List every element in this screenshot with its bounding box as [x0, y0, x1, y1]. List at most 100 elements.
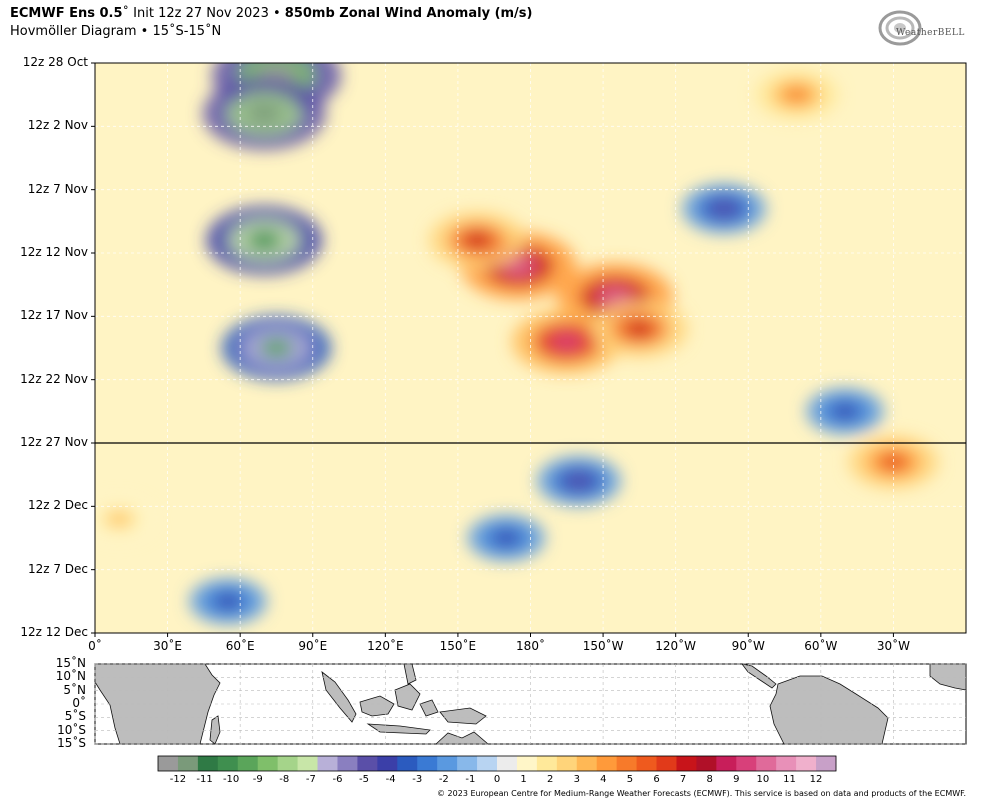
- colorbar-label: -1: [465, 774, 476, 785]
- colorbar-label: 0: [493, 774, 501, 785]
- anomaly-feature: [821, 397, 869, 426]
- colorbar-label: 2: [546, 774, 554, 785]
- australia-landmass: [434, 731, 490, 745]
- anomaly-feature: [580, 276, 650, 318]
- colorbar-frame: [157, 755, 837, 772]
- anomaly-feature: [511, 309, 622, 374]
- colorbar-swatch: [158, 756, 179, 771]
- colorbar-swatch: [736, 756, 757, 771]
- anomaly-feature: [227, 92, 302, 136]
- anomaly-feature: [462, 231, 492, 249]
- colorbar-swatch: [217, 756, 239, 771]
- anomaly-feature: [189, 578, 267, 625]
- anomaly-feature: [698, 193, 750, 224]
- colorbar-label: 7: [679, 774, 687, 785]
- colorbar-swatch: [536, 756, 558, 771]
- anomaly-feature: [448, 223, 507, 258]
- colorbar-swatch: [337, 756, 358, 771]
- colorbar-swatch: [596, 756, 618, 771]
- colorbar-swatch: [477, 756, 498, 771]
- colorbar-label: 5: [626, 774, 634, 785]
- field-background: [95, 63, 966, 633]
- x-tick-label: 150˚E: [439, 639, 477, 653]
- anomaly-feature: [460, 231, 577, 300]
- colorbar-label: 10: [756, 774, 770, 785]
- latitude-tick-label: 10˚N: [55, 669, 86, 684]
- colorbar-swatch: [417, 756, 438, 771]
- anomaly-feature: [711, 201, 737, 217]
- colorbar-swatch: [317, 756, 338, 771]
- x-tick-label: 90˚W: [731, 639, 765, 653]
- anomaly-feature: [624, 320, 654, 338]
- colorbar-swatch: [556, 756, 578, 771]
- y-tick-label: 12z 2 Dec: [27, 498, 88, 513]
- madagascar-landmass: [209, 715, 221, 745]
- colorbar-label: 1: [520, 774, 527, 785]
- anomaly-feature: [206, 206, 323, 275]
- central-america-landmass: [741, 663, 777, 689]
- x-tick-label: 0˚: [88, 639, 102, 653]
- anomaly-feature: [204, 587, 252, 616]
- anomaly-feature: [243, 328, 310, 368]
- anomaly-feature: [501, 255, 536, 276]
- colorbar-swatch: [177, 756, 199, 771]
- x-tick-label: 120˚W: [655, 639, 697, 653]
- latitude-tick-label: 0˚: [72, 696, 86, 710]
- anomaly-feature: [682, 183, 767, 234]
- anomaly-feature: [533, 322, 600, 361]
- colorbar-swatch: [796, 756, 817, 771]
- logo-text: WeatherBELL: [896, 28, 965, 38]
- colorbar-label: 3: [573, 774, 580, 785]
- colorbar-swatch: [297, 756, 319, 771]
- colorbar-label: 8: [706, 774, 713, 785]
- colorbar-swatch: [357, 756, 378, 771]
- y-tick-label: 12z 17 Nov: [20, 308, 88, 323]
- anomaly-feature: [483, 245, 554, 287]
- chart-title: ECMWF Ens 0.5˚ Init 12z 27 Nov 2023 • 85…: [10, 6, 532, 21]
- colorbar-swatch: [616, 756, 638, 771]
- colorbar-swatch: [277, 756, 299, 771]
- x-tick-label: 120˚E: [367, 639, 404, 653]
- model-degree: ˚: [122, 6, 130, 21]
- x-tick-label: 180˚: [516, 639, 545, 653]
- maritime-continent-landmass: [321, 663, 487, 735]
- anomaly-feature: [833, 404, 857, 419]
- chart-subtitle: Hovmöller Diagram • 15˚S-15˚N: [10, 24, 222, 39]
- anomaly-feature: [483, 524, 530, 552]
- anomaly-feature: [848, 435, 939, 489]
- colorbar-label: -11: [196, 774, 213, 785]
- y-tick-label: 12z 7 Dec: [27, 561, 88, 576]
- colorbar-swatch: [237, 756, 259, 771]
- colorbar-label: -8: [279, 774, 290, 785]
- model-name: ECMWF Ens 0.5: [10, 6, 123, 21]
- latitude-tick-label: 15˚S: [57, 736, 86, 750]
- colorbar-swatch: [397, 756, 418, 771]
- anomaly-feature: [428, 211, 526, 269]
- anomaly-feature: [216, 594, 240, 609]
- y-tick-label: 12z 27 Nov: [20, 435, 88, 449]
- colorbar-swatch: [636, 756, 658, 771]
- anomaly-feature: [566, 473, 592, 489]
- plot-frame: [94, 62, 967, 634]
- anomaly-feature: [212, 63, 341, 114]
- colorbar-label: 6: [653, 774, 660, 785]
- colorbar: [157, 755, 837, 772]
- anomaly-feature: [610, 311, 669, 347]
- colorbar-swatch: [756, 756, 777, 771]
- y-tick-label: 12z 12 Nov: [20, 245, 88, 259]
- colorbar-label: -6: [332, 774, 343, 785]
- latitude-tick-label: 10˚S: [57, 722, 86, 737]
- colorbar-swatch: [516, 756, 538, 771]
- anomaly-feature: [221, 315, 332, 381]
- colorbar-swatch: [776, 756, 797, 771]
- colorbar-label: -2: [438, 774, 449, 785]
- colorbar-swatch: [656, 756, 677, 771]
- latitude-tick-label: 5˚N: [63, 682, 86, 697]
- colorbar-label: -10: [222, 774, 240, 785]
- anomaly-feature: [257, 64, 296, 87]
- colorbar-swatch: [676, 756, 697, 771]
- anomaly-feature: [108, 512, 130, 526]
- weatherbell-swirl-logo-icon: [878, 10, 922, 46]
- colorbar-label: -5: [359, 774, 370, 785]
